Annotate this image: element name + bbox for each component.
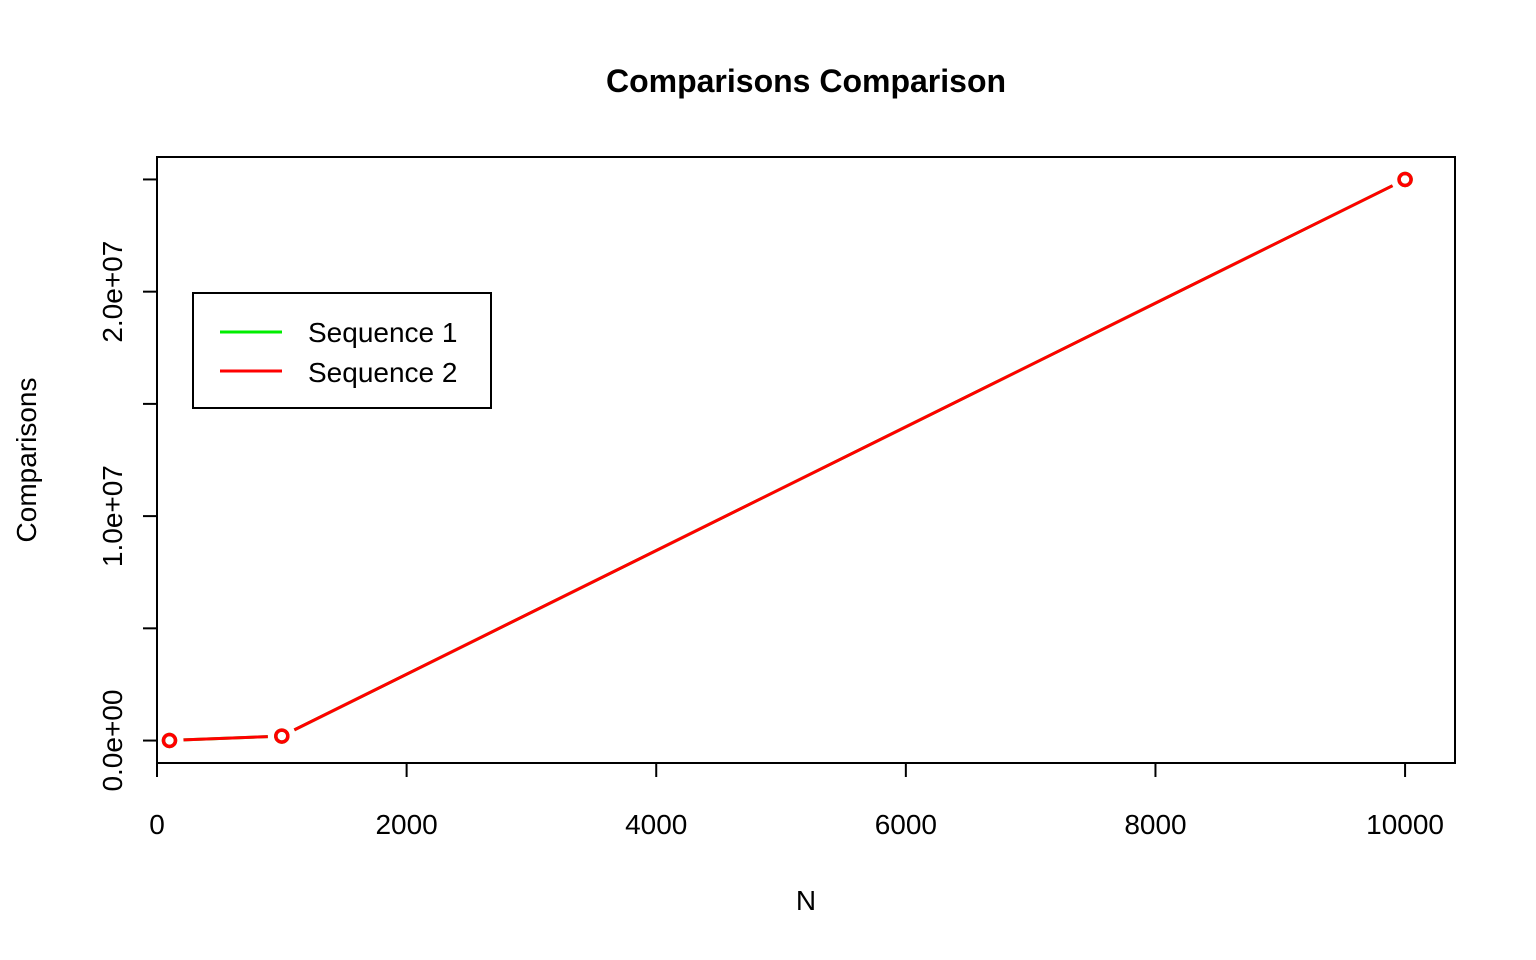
x-tick-label: 0 (149, 809, 165, 840)
legend-label-sequence-2: Sequence 2 (308, 357, 457, 388)
data-point (161, 732, 178, 749)
y-axis: 0.0e+00 1.0e+07 2.0e+07 (97, 178, 158, 792)
series-layer (161, 171, 1413, 749)
series-segment (293, 184, 1394, 732)
chart-title: Comparisons Comparison (606, 63, 1006, 99)
x-tick-label: 2000 (375, 809, 437, 840)
legend-label-sequence-1: Sequence 1 (308, 317, 457, 348)
y-axis-label: Comparisons (11, 378, 42, 543)
series-sequence-2 (161, 171, 1413, 749)
data-point (274, 728, 290, 744)
plot-area (156, 156, 1456, 764)
series-sequence-1 (161, 171, 1413, 749)
x-tick-label: 4000 (625, 809, 687, 840)
data-point (1397, 171, 1413, 188)
x-axis-label: N (796, 885, 816, 916)
x-tick-label: 10000 (1366, 809, 1444, 840)
series-segment (183, 735, 268, 742)
legend: Sequence 1 Sequence 2 (192, 292, 492, 409)
x-tick-label: 6000 (875, 809, 937, 840)
y-tick-label: 2.0e+07 (97, 241, 128, 343)
x-tick-label: 8000 (1124, 809, 1186, 840)
legend-box (192, 292, 492, 409)
y-tick-label: 1.0e+07 (97, 465, 128, 567)
y-tick-label: 0.0e+00 (97, 690, 128, 792)
x-axis: 0 2000 4000 6000 8000 10000 (149, 762, 1444, 840)
